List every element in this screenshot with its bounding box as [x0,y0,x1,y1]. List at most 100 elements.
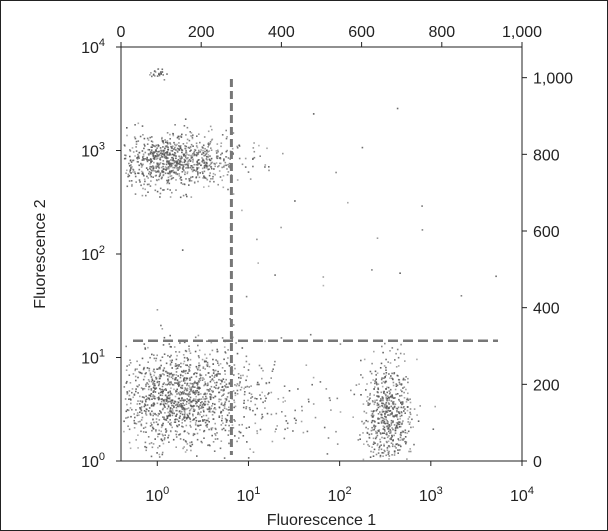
data-point [148,367,151,370]
data-point [275,428,277,430]
data-point [178,155,180,158]
data-point [238,376,240,379]
data-point [406,398,408,401]
data-point [405,441,408,443]
data-point [164,406,166,408]
data-point [243,416,245,418]
data-point [173,421,176,423]
y-axis-title: Fluorescence 2 [32,199,49,308]
data-point [369,456,372,458]
data-point [368,437,371,439]
data-point [179,145,182,147]
data-point [178,351,181,353]
data-point [170,145,172,148]
data-point [200,164,202,166]
data-point [148,394,150,397]
data-point [170,393,173,395]
data-point [163,382,165,384]
data-point [166,146,168,148]
data-point [390,375,392,377]
data-point [389,413,392,415]
y-right-tick-label: 1,000 [533,71,573,88]
data-point [202,144,205,147]
data-point [165,400,168,402]
data-point [416,414,418,416]
data-point [225,129,227,132]
data-point [174,154,176,157]
data-point [162,74,164,76]
data-point [406,397,409,400]
data-point [398,411,400,413]
data-point [175,391,177,393]
data-point [234,392,237,394]
data-point [135,140,138,143]
data-point [209,393,211,395]
data-point [153,403,155,405]
data-point [137,140,140,142]
data-point [163,438,166,441]
data-point [385,406,387,409]
data-point [145,414,148,416]
data-point [203,186,205,188]
data-point [253,142,255,144]
data-point [159,158,161,160]
data-point [161,388,163,391]
data-point [125,410,128,413]
data-point [192,145,194,147]
data-point [404,379,406,381]
data-point [175,161,177,163]
data-point [180,391,182,394]
data-point [196,401,198,404]
data-point [260,417,263,420]
data-point [400,383,403,385]
data-point [167,180,170,182]
data-point [152,165,154,167]
data-point [400,445,402,448]
data-point [391,421,394,424]
data-point [391,395,394,398]
data-point [227,386,229,388]
data-point [134,193,137,195]
data-point [223,346,226,348]
data-point [203,165,206,167]
data-point [371,269,373,271]
x-axis-title: Fluorescence 1 [267,512,376,529]
data-point [179,376,182,379]
data-point [168,162,170,165]
data-point [385,425,388,428]
data-point [138,414,140,416]
data-point [133,427,136,429]
data-point [178,383,180,385]
data-point [140,162,142,165]
data-point [382,421,385,424]
data-point [149,151,152,153]
data-point [173,346,176,348]
data-point [305,364,308,366]
data-point [174,382,176,384]
data-point [347,201,349,204]
data-point [306,430,309,433]
data-point [194,350,197,353]
data-point [134,124,136,126]
data-point [125,345,127,348]
data-point [206,365,209,367]
data-point [149,168,152,171]
data-point [186,384,188,387]
data-point [192,152,195,154]
data-point [407,381,409,384]
data-point [373,388,375,390]
data-point [149,356,151,359]
data-point [252,409,254,412]
data-point [198,420,200,423]
data-point [165,389,167,391]
data-point [219,447,222,450]
data-point [402,387,404,389]
data-point [372,379,374,381]
data-point [192,161,194,163]
data-point [196,146,199,149]
data-point [392,443,394,446]
data-point [388,396,391,399]
data-point [170,411,172,413]
data-point [183,378,185,381]
data-point [144,180,146,183]
